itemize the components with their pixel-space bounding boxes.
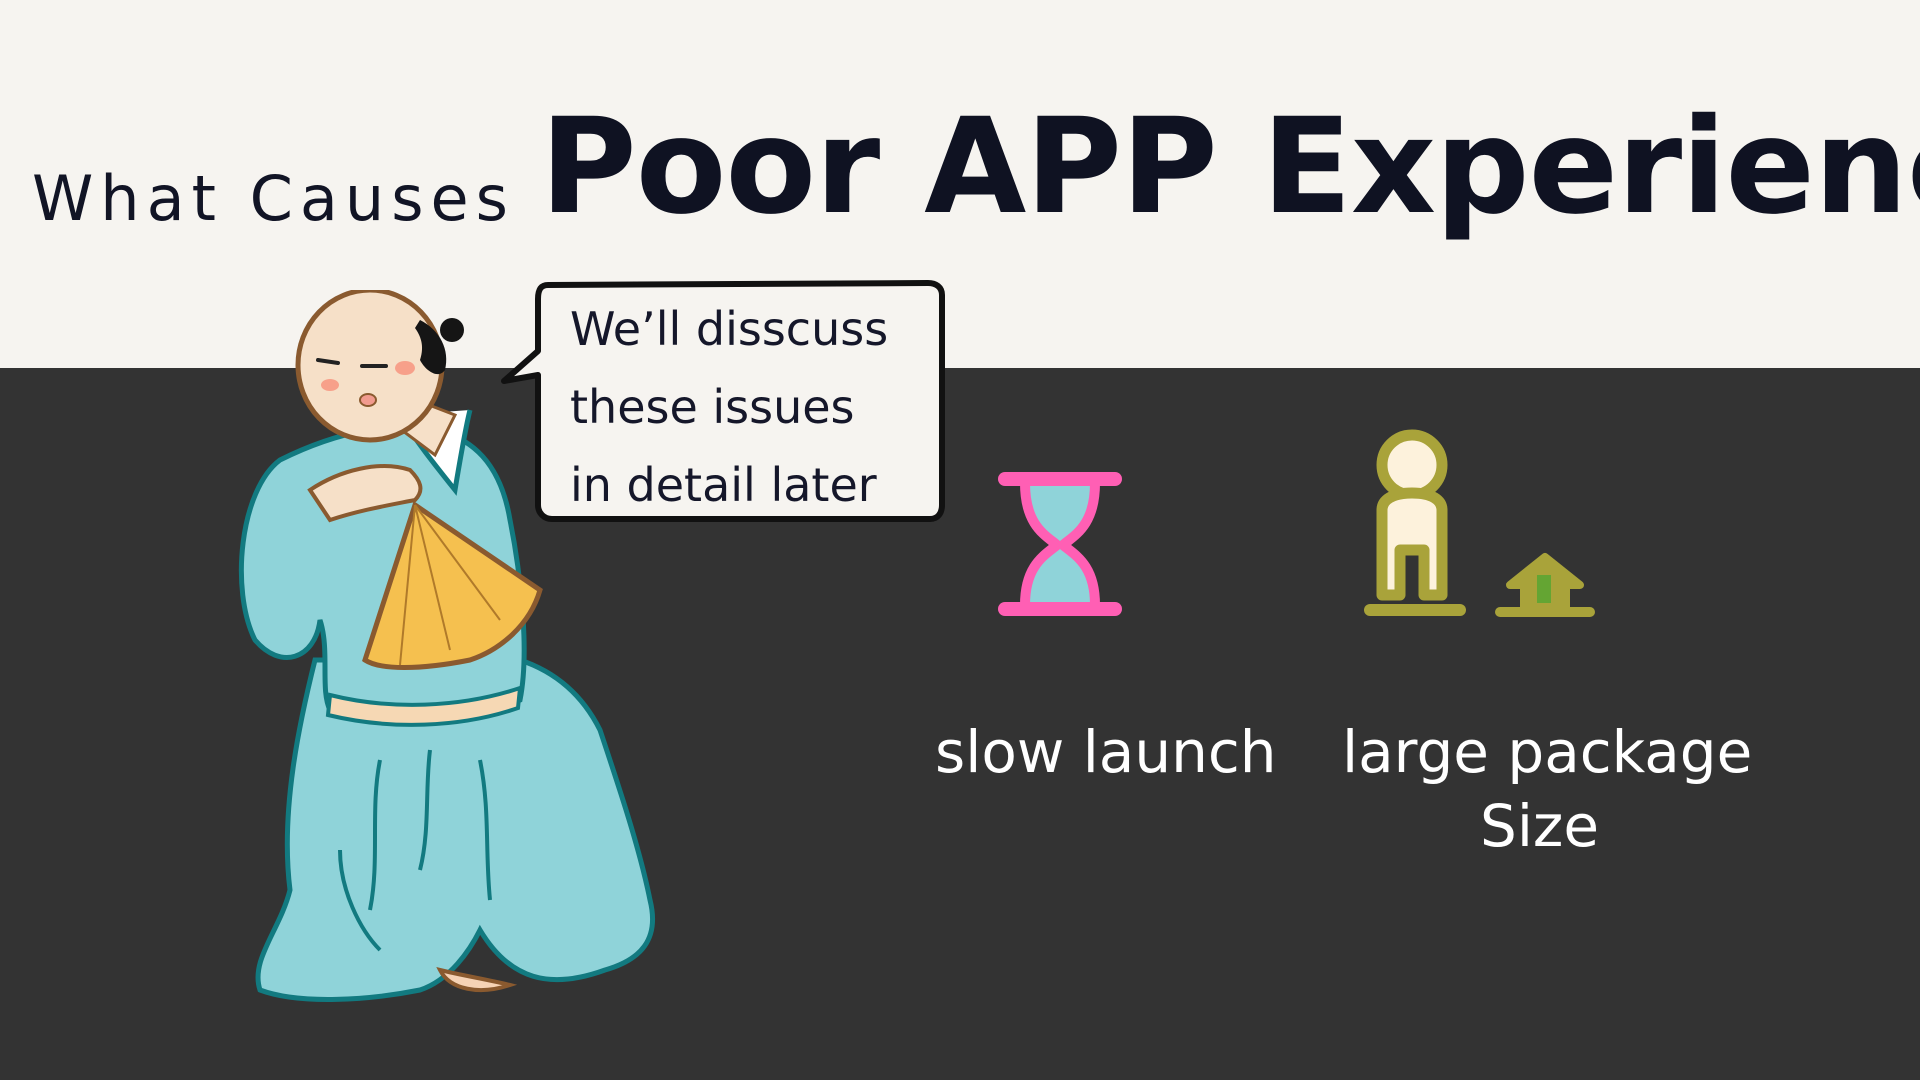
speech-line-2: these issues	[570, 380, 855, 434]
topknot	[415, 320, 447, 375]
page-title: Poor APP Experience	[540, 90, 1920, 244]
speech-bubble-text: We’ll disscuss these issues in detail la…	[570, 290, 930, 524]
speech-bubble	[501, 280, 945, 522]
speech-line-1: We’ll disscuss	[570, 302, 889, 356]
issue-label-size: Size	[1480, 792, 1600, 860]
scholar-illustration	[238, 290, 656, 1002]
top-background	[0, 0, 1920, 368]
foot	[436, 967, 518, 992]
person-and-house-icon	[1364, 429, 1595, 617]
title-prefix: What Causes	[32, 162, 515, 235]
issue-label-slow-launch: slow launch	[935, 718, 1277, 786]
issue-label-large-package: large package	[1342, 718, 1753, 786]
fan	[362, 501, 543, 670]
hourglass-icon	[998, 472, 1122, 616]
belt	[325, 685, 523, 727]
speech-line-3: in detail later	[570, 458, 877, 512]
